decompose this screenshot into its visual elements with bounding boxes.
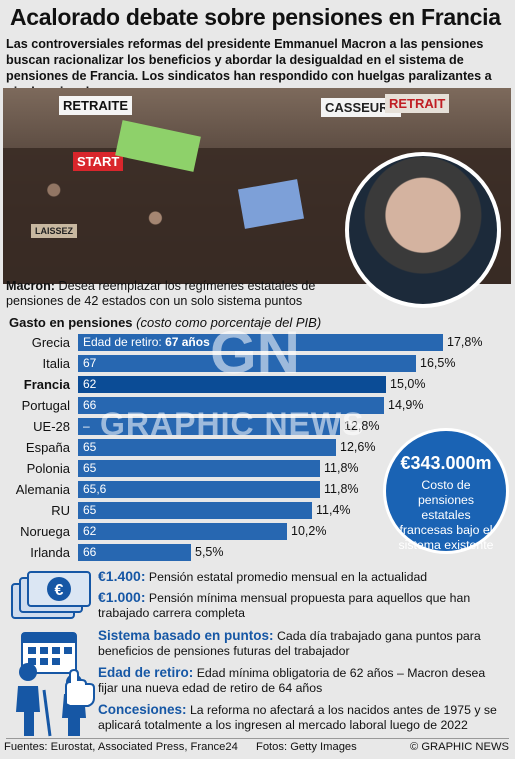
calendar-icon [21, 632, 77, 674]
bar [78, 376, 386, 393]
value-label: 5,5% [195, 545, 224, 559]
value-label: 12,6% [340, 440, 376, 454]
value-label: 11,8% [324, 461, 359, 475]
value-label: 11,8% [324, 482, 359, 496]
retirement-age-label: 67 años [165, 335, 210, 349]
retirement-age-label: 62 [83, 377, 97, 391]
retirement-age-label: Edad de retiro: 67 años [78, 334, 210, 351]
bar [78, 523, 287, 540]
category-label: Alemania [15, 482, 70, 497]
value-label: 12,8% [344, 419, 380, 433]
euro-notes-icon: € [11, 571, 91, 619]
category-label: Italia [42, 356, 70, 371]
category-label: Polonia [26, 461, 70, 476]
fact-minimum-pension: €1.000: Pensión mínima mensual propuesta… [98, 589, 471, 621]
value-label: 10,2% [291, 524, 327, 538]
bar [78, 439, 336, 456]
retirement-age-label: 65 [83, 461, 97, 475]
bar [78, 544, 191, 561]
bar [78, 460, 320, 477]
bar [78, 397, 384, 414]
value-label: 17,8% [447, 335, 483, 349]
protest-sign: RETRAIT [385, 94, 450, 113]
retirement-label: Edad de retiro: [83, 335, 166, 349]
fact-concessions: Concesiones: La reforma no afectará a lo… [98, 702, 497, 732]
category-label: Portugal [21, 398, 70, 413]
value-label: 11,4% [316, 503, 351, 517]
protest-sign: LAISSEZ [31, 224, 78, 238]
footer-sources: Fuentes: Eurostat, Associated Press, Fra… [4, 741, 238, 753]
value-label: 15,0% [390, 377, 426, 391]
protest-sign: START [73, 152, 124, 171]
category-label: UE-28 [33, 419, 70, 434]
category-label: Francia [23, 377, 70, 392]
protest-sign: CASSEURS [321, 98, 402, 117]
category-label: Noruega [20, 524, 70, 539]
retirement-age-label: 66 [83, 545, 97, 559]
value-label: 14,9% [388, 398, 424, 412]
bar [78, 481, 320, 498]
macron-portrait [345, 152, 501, 308]
category-label: RU [51, 503, 70, 518]
bar [78, 418, 340, 435]
retirement-age-label: 65 [83, 440, 97, 454]
cost-text: Costo de pensiones estatales francesas b… [398, 478, 494, 552]
bar [78, 355, 416, 372]
fact-retirement-age: Edad de retiro: Edad mínima obligatoria … [98, 665, 486, 695]
bar [78, 502, 312, 519]
page-title: Acalorado debate sobre pensiones en Fran… [10, 4, 501, 30]
value-label: 16,5% [420, 356, 456, 370]
category-label: Irlanda [30, 545, 70, 560]
svg-text:€: € [55, 582, 64, 599]
bar [78, 334, 443, 351]
retirement-age-label: 65 [83, 503, 97, 517]
macron-note: Macron: Desea reemplazar los regímenes e… [6, 279, 316, 308]
cost-bubble: €343.000m Costo de pensiones estatales f… [383, 428, 509, 554]
footer-photos: Fotos: Getty Images [256, 741, 357, 753]
hand-icon [65, 668, 95, 707]
pension-bar-chart: Grecia Edad de retiro: 67 años 17,8% Italia… [0, 330, 515, 568]
retirement-age-label: 62 [83, 524, 97, 538]
cost-amount: €343.000m [400, 453, 492, 473]
retirement-age-label: 66 [83, 398, 97, 412]
fact-points-system: Sistema basado en puntos: Cada día traba… [98, 628, 481, 658]
chart-title: Gasto en pensiones (costo como porcentaj… [9, 315, 322, 330]
fact-average-pension: €1.400: Pensión estatal promedio mensual… [98, 568, 428, 585]
footer-divider [6, 738, 509, 739]
retirement-age-label: – [83, 419, 90, 433]
category-label: España [25, 440, 70, 455]
protest-sign: RETRAITE [59, 96, 132, 115]
category-label: Grecia [31, 335, 70, 350]
footer-credit: © GRAPHIC NEWS [410, 741, 509, 753]
retirement-age-label: 67 [83, 356, 97, 370]
retirement-age-label: 65,6 [83, 482, 107, 496]
